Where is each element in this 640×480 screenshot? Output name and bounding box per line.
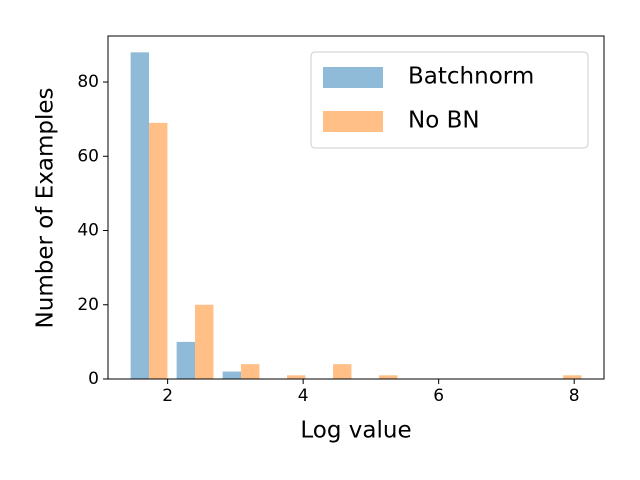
- y-tick-label: 0: [88, 369, 99, 389]
- x-tick-label: 8: [569, 386, 580, 406]
- legend-label: No BN: [408, 108, 480, 134]
- bar: [195, 304, 214, 379]
- y-tick-label: 80: [77, 72, 99, 92]
- bar: [241, 364, 260, 379]
- x-tick-label: 4: [298, 386, 309, 406]
- bar: [379, 375, 398, 379]
- legend-swatch: [323, 111, 383, 132]
- bar: [333, 364, 352, 379]
- x-tick-label: 2: [162, 386, 173, 406]
- legend-label: Batchnorm: [408, 64, 534, 90]
- bar: [222, 371, 242, 379]
- y-tick-label: 20: [77, 295, 99, 315]
- legend-swatch: [323, 67, 383, 88]
- y-tick-label: 40: [77, 221, 99, 241]
- bar: [149, 122, 168, 379]
- x-axis-label: Log value: [300, 418, 411, 444]
- bar: [287, 375, 306, 379]
- y-tick-label: 60: [77, 146, 99, 166]
- plot-frame: [107, 35, 605, 380]
- x-tick-label: 6: [433, 386, 444, 406]
- bar: [176, 341, 196, 379]
- bar: [130, 52, 150, 379]
- bar: [563, 375, 582, 379]
- y-axis-label: Number of Examples: [33, 88, 59, 329]
